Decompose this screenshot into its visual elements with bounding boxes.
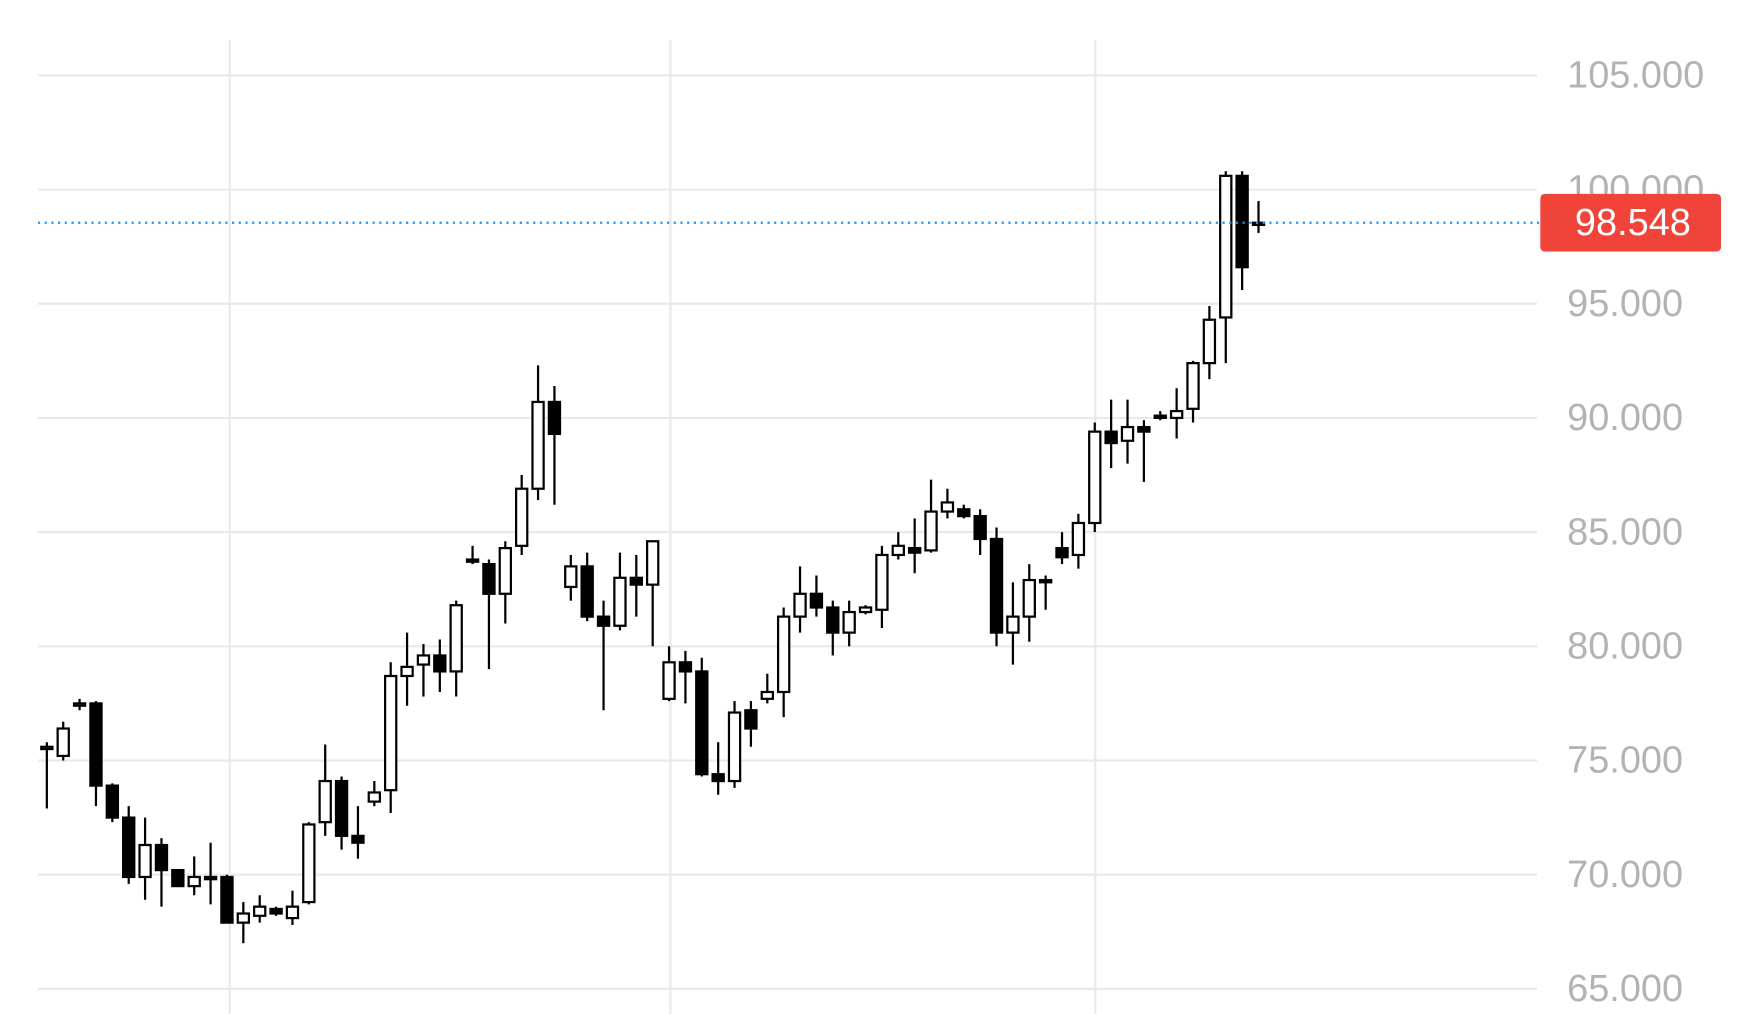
candle-body (334, 779, 349, 837)
candle-body (776, 615, 791, 694)
candle-body (875, 553, 889, 611)
y-tick-label: 90.000 (1567, 397, 1683, 439)
y-tick-label: 70.000 (1567, 854, 1683, 896)
candle-body (858, 606, 873, 614)
candle-body (367, 791, 382, 803)
candle-body (907, 546, 922, 554)
candle-body (629, 576, 643, 586)
candle-body (89, 702, 103, 787)
candle-body (1235, 174, 1249, 269)
candle-body (727, 711, 742, 783)
candle-body (465, 558, 480, 563)
candle-body (580, 565, 594, 618)
candle-body (416, 654, 431, 666)
last-price-box (1540, 193, 1722, 252)
candle-body (1169, 409, 1184, 420)
candle-body (1104, 430, 1118, 445)
candle-body (482, 562, 496, 595)
candle-body (1088, 430, 1102, 525)
candle-body (744, 709, 758, 730)
y-tick-label: 75.000 (1567, 740, 1683, 782)
candle-body (384, 674, 398, 792)
candle-body (547, 400, 562, 436)
y-tick-label: 95.000 (1567, 283, 1683, 325)
candle-body (924, 510, 938, 552)
candle-body (400, 665, 414, 678)
candle-body (1137, 425, 1151, 433)
candle-body (564, 565, 578, 589)
candle-body (72, 702, 87, 707)
candle-body (711, 773, 725, 783)
candle-body (154, 843, 169, 872)
last-price-label: 98.548 (1575, 202, 1691, 244)
candle-body (1186, 362, 1200, 410)
candle-body (1202, 318, 1217, 365)
candle-body (793, 592, 807, 618)
candle-body (302, 823, 316, 904)
candle-body (220, 875, 234, 924)
candle-body (989, 537, 1004, 634)
candle-body (891, 544, 905, 557)
candle-body (613, 576, 627, 627)
candle-body (236, 912, 251, 924)
candle-body (1022, 578, 1036, 618)
candle-body (105, 784, 120, 819)
candle-body (253, 905, 267, 917)
candle-body (1071, 521, 1086, 557)
candle-body (285, 905, 300, 920)
y-tick-label: 105.000 (1567, 55, 1704, 97)
candle-body (203, 875, 218, 881)
candle-body (973, 515, 987, 541)
candle-body (138, 843, 152, 879)
candle-body (1038, 578, 1053, 584)
candle-body (498, 546, 513, 595)
candle-body (269, 907, 283, 915)
candle-body (171, 869, 185, 888)
candle-body (56, 727, 70, 758)
y-tick-label: 80.000 (1567, 626, 1683, 668)
candle-body (957, 508, 971, 518)
y-tick-label: 65.000 (1567, 968, 1683, 1010)
candle-body (662, 661, 676, 700)
candle-body (514, 487, 529, 547)
candle-body (433, 654, 447, 673)
candle-body (760, 690, 774, 700)
candle-body (1006, 615, 1020, 634)
candle-body (1219, 174, 1233, 319)
candle-body (531, 400, 545, 490)
candle-body (826, 606, 840, 634)
candle-body (1153, 414, 1167, 419)
candle-body (318, 779, 332, 824)
candle-body (842, 610, 856, 634)
candle-body (1251, 221, 1266, 227)
candle-body (40, 745, 54, 751)
candle-body (122, 816, 136, 879)
candle-body (351, 834, 365, 844)
y-tick-label: 85.000 (1567, 511, 1683, 553)
candle-body (1055, 546, 1069, 559)
candle-body (596, 615, 611, 627)
candle-body (695, 670, 709, 776)
candle-body (187, 875, 201, 888)
candle-body (645, 540, 660, 586)
candle-body (449, 604, 463, 673)
candle-body (678, 661, 693, 673)
candle-body (1120, 425, 1135, 442)
candle-body (940, 501, 955, 513)
candle-body (809, 592, 824, 609)
